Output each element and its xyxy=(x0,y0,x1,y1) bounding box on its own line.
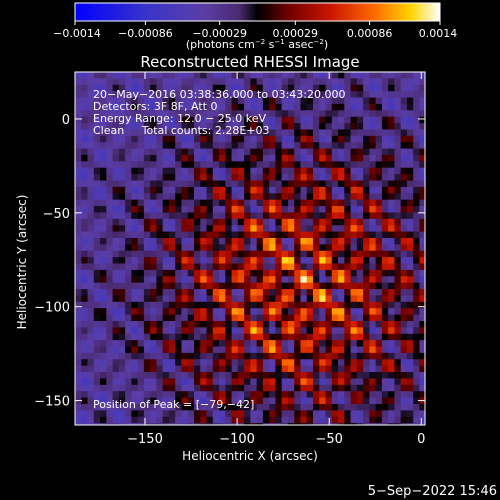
heatmap-image xyxy=(75,72,425,425)
y-tick-label: 0 xyxy=(62,113,70,128)
y-axis-label: Heliocentric Y (arcsec) xyxy=(15,195,29,330)
peak-position-label: Position of Peak = [−79,−42] xyxy=(93,398,254,411)
colorbar-frame xyxy=(74,2,441,22)
y-tick-label: −50 xyxy=(43,207,70,222)
colorbar-tick-label: 0.0014 xyxy=(419,27,458,40)
y-tick-label: −150 xyxy=(34,395,70,410)
x-tick-label: −150 xyxy=(127,432,163,447)
plot-frame xyxy=(74,71,426,426)
x-tick-label: −50 xyxy=(315,432,342,447)
chart-title: Reconstructed RHESSI Image xyxy=(140,53,359,71)
x-tick-label: −100 xyxy=(219,432,255,447)
colorbar-tick-label: −0.0014 xyxy=(53,27,101,40)
annotation-block: 20−May−2016 03:38:36.000 to 03:43:20.000… xyxy=(93,88,346,137)
colorbar-tick-label: −0.00029 xyxy=(192,27,247,40)
colorbar xyxy=(75,3,440,21)
y-tick-label: −100 xyxy=(34,301,70,316)
annotation-line: Energy Range: 12.0 − 25.0 keV xyxy=(93,112,267,125)
annotation-line: Clean Total counts: 2.28E+03 xyxy=(93,124,270,137)
colorbar-tick-label: 0.00029 xyxy=(273,27,319,40)
annotation-line: Detectors: 3F 8F, Att 0 xyxy=(93,100,217,113)
x-axis-label: Heliocentric X (arcsec) xyxy=(182,449,318,463)
colorbar-tick-label: −0.00086 xyxy=(118,27,173,40)
x-tick-label: 0 xyxy=(417,432,425,447)
footer-date: 5−Sep−2022 15:46 xyxy=(368,484,497,499)
colorbar-tick-label: 0.00086 xyxy=(347,27,393,40)
annotation-line: 20−May−2016 03:38:36.000 to 03:43:20.000 xyxy=(93,88,346,101)
colorbar-unit-label: (photons cm−2 s−1 asec−2) xyxy=(186,38,328,51)
